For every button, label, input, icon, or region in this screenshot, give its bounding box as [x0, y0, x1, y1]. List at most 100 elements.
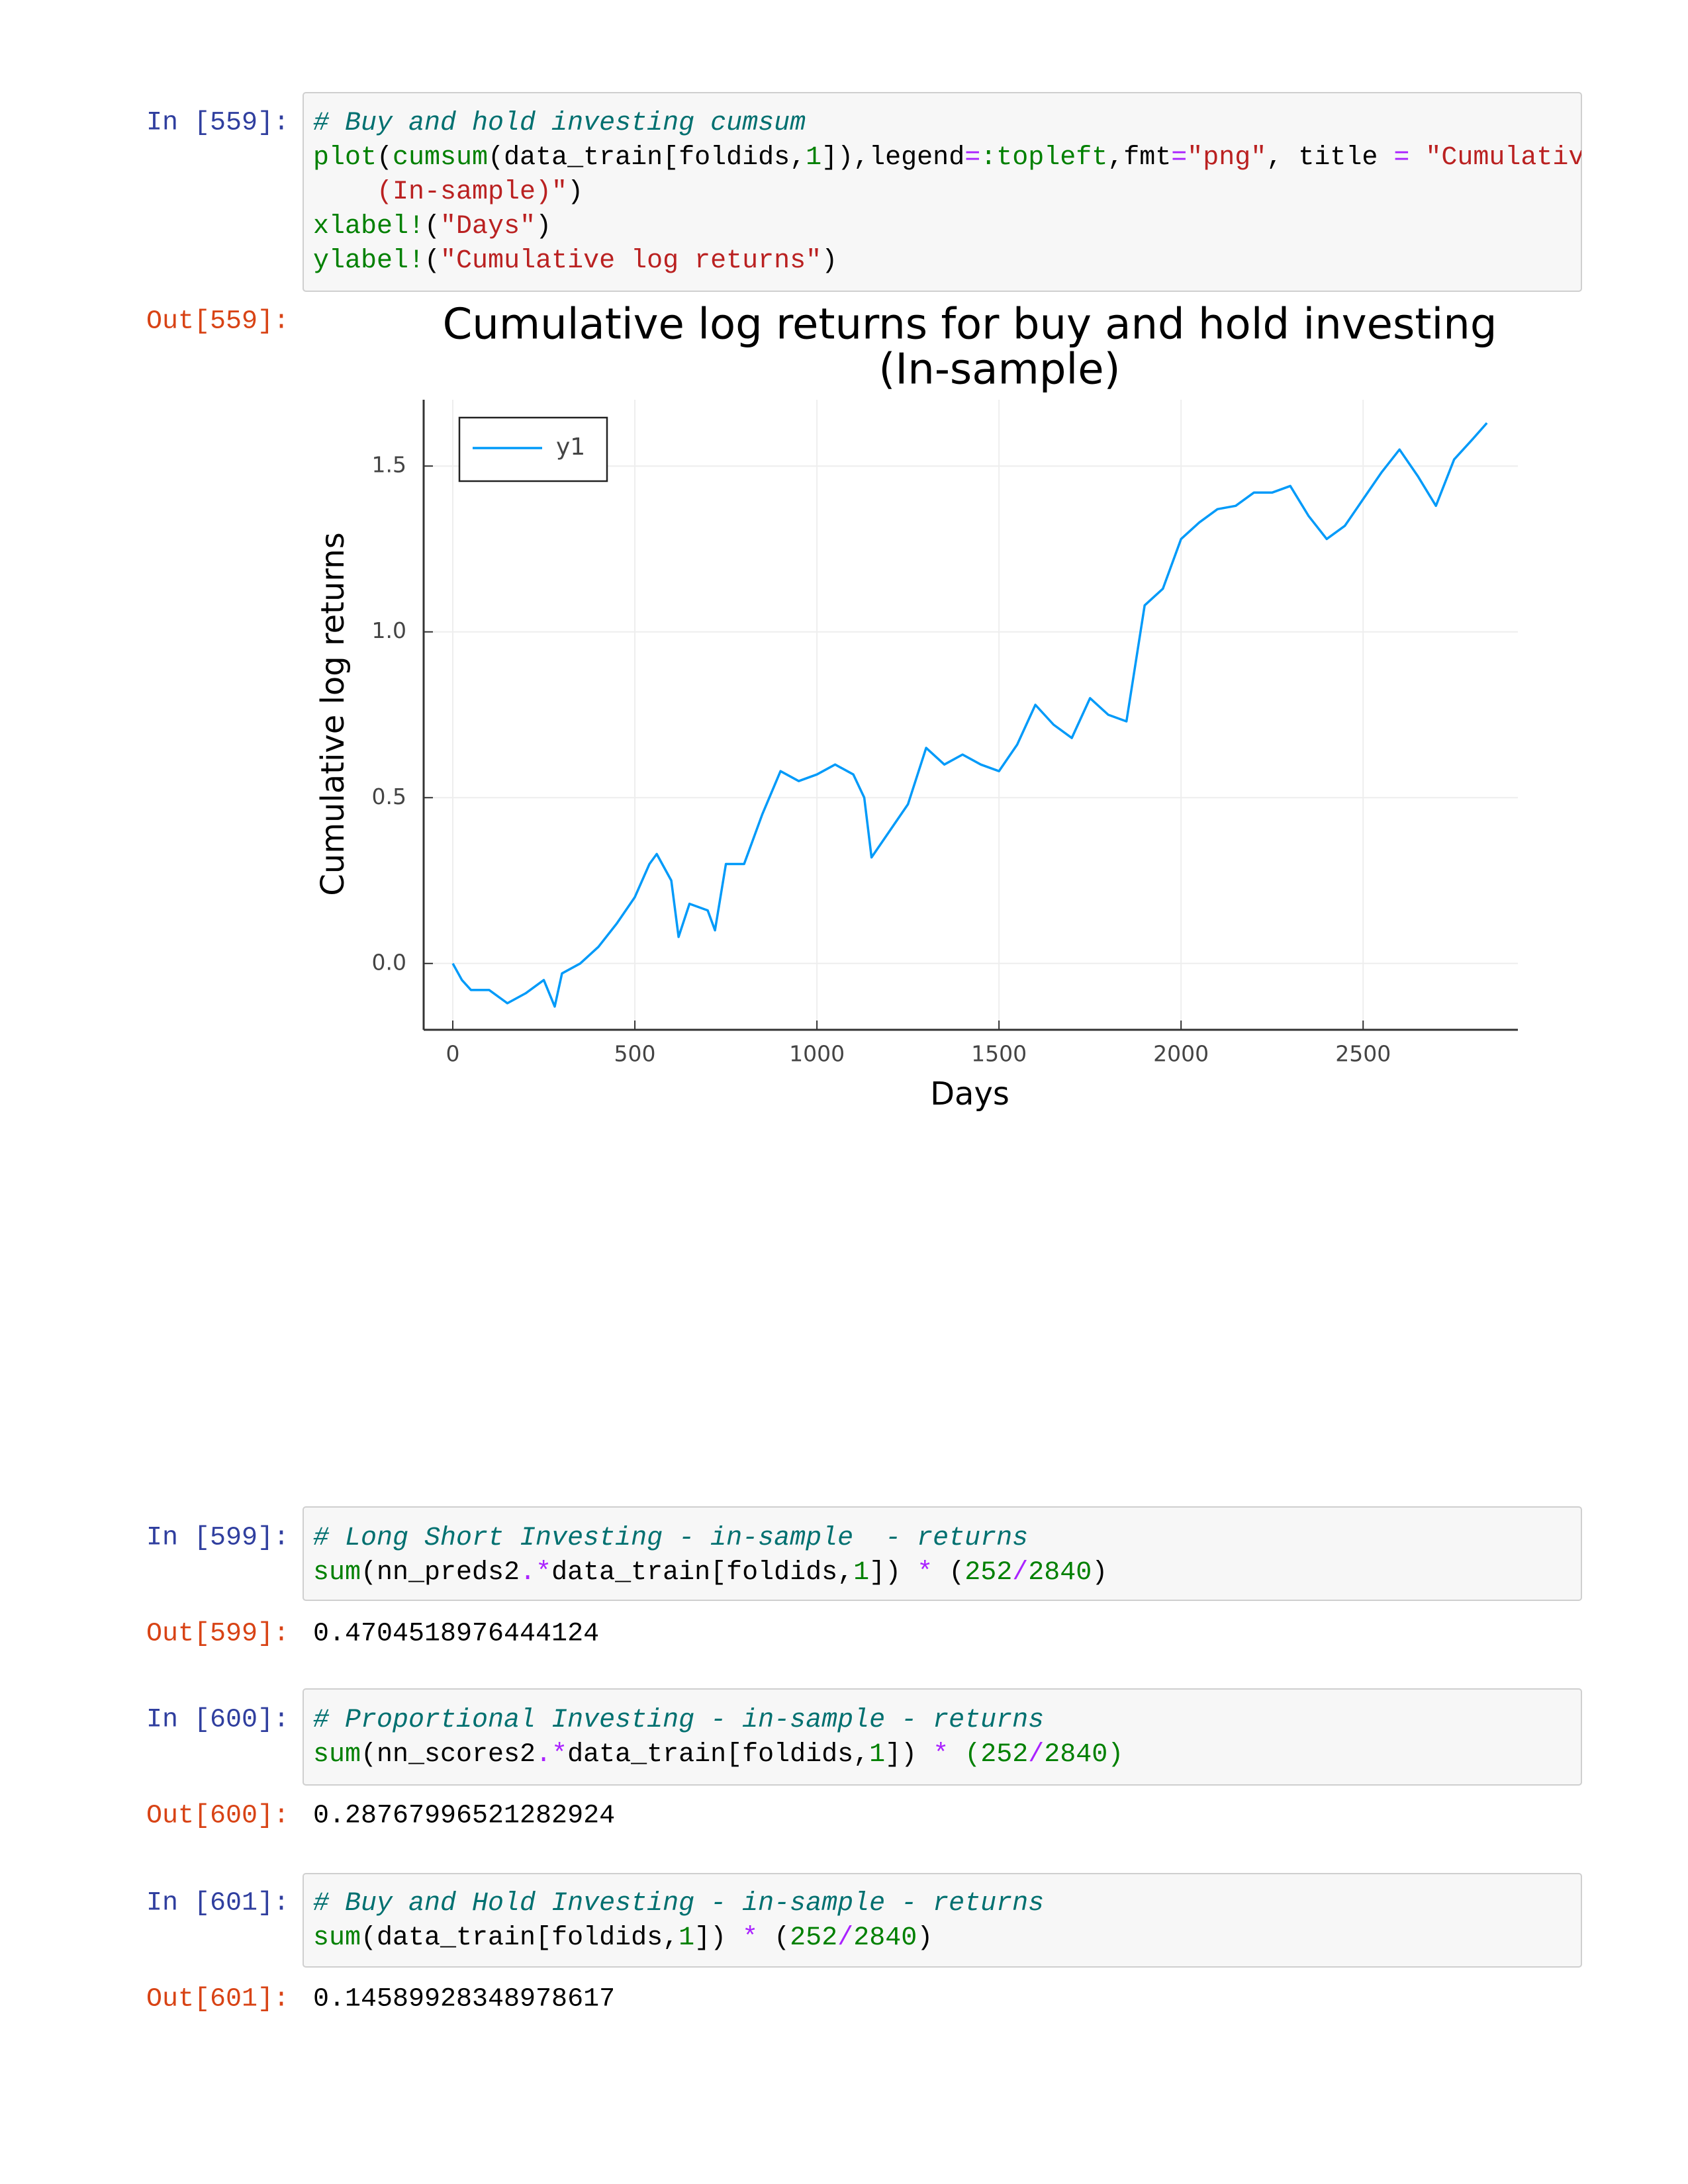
code-token: "png": [1187, 143, 1266, 173]
code: # Buy and Hold Investing - in-sample - r…: [313, 1889, 1044, 1953]
code-token: (nn_preds2: [361, 1558, 520, 1588]
code-token: ): [1092, 1558, 1107, 1588]
code: # Buy and hold investing cumsumplot(cums…: [313, 109, 1600, 276]
code-token: (252: [949, 1740, 1028, 1770]
code-token: ]): [885, 1740, 933, 1770]
code-token: ,fmt: [1107, 143, 1171, 173]
input-prompt: In [601]:: [146, 1889, 289, 1919]
code-cell-input: [303, 1873, 1582, 1968]
code-token: "Cumulative log returns": [440, 246, 821, 276]
code-token: ylabel!: [313, 246, 424, 276]
data-line: [451, 422, 1488, 1008]
code-token: 2840: [853, 1923, 917, 1953]
code-token: 1: [869, 1740, 885, 1770]
code: # Long Short Investing - in-sample - ret…: [313, 1524, 1107, 1588]
chart-title: (In-sample): [878, 345, 1120, 394]
code-token: data_train[foldids,: [551, 1558, 853, 1588]
code-token: # Buy and hold investing cumsum: [313, 109, 806, 138]
legend-box: [458, 416, 608, 482]
x-tick-label: 0: [446, 1041, 460, 1067]
code-token: # Proportional Investing - in-sample - r…: [313, 1706, 1044, 1735]
code-token: 1: [853, 1558, 869, 1588]
output-prompt: Out[600]:: [146, 1801, 289, 1831]
code-token: 2840: [1028, 1558, 1092, 1588]
x-tick-label: 1000: [789, 1041, 845, 1067]
code-line: # Buy and Hold Investing - in-sample - r…: [313, 1889, 1044, 1919]
x-tick-label: 500: [614, 1041, 656, 1067]
code-token: ]): [694, 1923, 742, 1953]
code-line: # Long Short Investing - in-sample - ret…: [313, 1524, 1028, 1553]
code-token: ): [821, 246, 837, 276]
code-token: (: [933, 1558, 964, 1588]
input-prompt: In [600]:: [146, 1706, 289, 1735]
code-token: :topleft: [980, 143, 1107, 173]
x-tick-label: 2500: [1335, 1041, 1391, 1067]
code-token: =: [1171, 143, 1187, 173]
code-line: ylabel!("Cumulative log returns"): [313, 246, 837, 276]
code-token: 252: [964, 1558, 1012, 1588]
code-token: (In-sample)": [313, 177, 567, 207]
output-prompt: Out[601]:: [146, 1985, 289, 2015]
y-tick-label: 1.5: [372, 452, 406, 478]
code-line: # Proportional Investing - in-sample - r…: [313, 1706, 1044, 1735]
code-token: (: [758, 1923, 790, 1953]
code-cell-input: [303, 1688, 1582, 1786]
code-token: sum: [313, 1558, 361, 1588]
code-line: (In-sample)"): [313, 177, 583, 207]
code-cell-input: [303, 92, 1582, 292]
code-line: sum(nn_scores2.*data_train[foldids,1]) *…: [313, 1740, 1123, 1770]
output-prompt: Out[599]:: [146, 1619, 289, 1649]
code-token: 2840): [1044, 1740, 1123, 1770]
code-token: ): [536, 212, 551, 242]
code-token: (: [424, 246, 440, 276]
code-token: (data_train[foldids,: [361, 1923, 679, 1953]
code-line: sum(nn_preds2.*data_train[foldids,1]) * …: [313, 1558, 1107, 1588]
x-tick-label: 1500: [971, 1041, 1027, 1067]
code-token: =: [964, 143, 980, 173]
code-token: ): [567, 177, 583, 207]
code-token: plot: [313, 143, 377, 173]
x-axis-label: Days: [930, 1075, 1009, 1113]
code-token: .*: [536, 1740, 567, 1770]
code-token: .*: [520, 1558, 551, 1588]
code-token: *: [742, 1923, 758, 1953]
code-token: sum: [313, 1740, 361, 1770]
code-token: , title: [1266, 143, 1393, 173]
code-cell-input: [303, 1506, 1582, 1601]
y-tick-label: 0.0: [372, 949, 406, 975]
output-text: 0.14589928348978617: [313, 1985, 615, 2015]
code-token: data_train[foldids,: [567, 1740, 869, 1770]
input-prompt: In [599]:: [146, 1524, 289, 1553]
legend-label: y1: [556, 433, 585, 461]
code-line: sum(data_train[foldids,1]) * (252/2840): [313, 1923, 933, 1953]
input-prompt: In [559]:: [146, 109, 289, 138]
code-token: (nn_scores2: [361, 1740, 536, 1770]
code-token: 252: [790, 1923, 837, 1953]
y-tick-label: 1.0: [372, 617, 406, 643]
output-text: 0.28767996521282924: [313, 1801, 615, 1831]
code-token: /: [837, 1923, 853, 1953]
output-prompt: Out[559]:: [146, 307, 289, 337]
code-token: 1: [806, 143, 821, 173]
x-tick-label: 2000: [1153, 1041, 1209, 1067]
code-token: (data_train[foldids,: [488, 143, 806, 173]
code: # Proportional Investing - in-sample - r…: [313, 1706, 1123, 1770]
code-token: (: [424, 212, 440, 242]
code-token: (: [377, 143, 393, 173]
code-token: *: [933, 1740, 949, 1770]
code-token: ]),legend: [821, 143, 964, 173]
chart-title: Cumulative log returns for buy and hold …: [443, 300, 1497, 349]
code-token: xlabel!: [313, 212, 424, 242]
code-line: plot(cumsum(data_train[foldids,1]),legen…: [313, 143, 1600, 173]
y-axis-label: Cumulative log returns: [314, 532, 352, 895]
code-token: cumsum: [393, 143, 488, 173]
code-token: 1: [679, 1923, 694, 1953]
code-token: =: [1393, 143, 1409, 173]
code-token: ): [917, 1923, 933, 1953]
code-token: /: [1012, 1558, 1028, 1588]
y-tick-label: 0.5: [372, 784, 406, 809]
code-token: sum: [313, 1923, 361, 1953]
code-token: /: [1028, 1740, 1044, 1770]
